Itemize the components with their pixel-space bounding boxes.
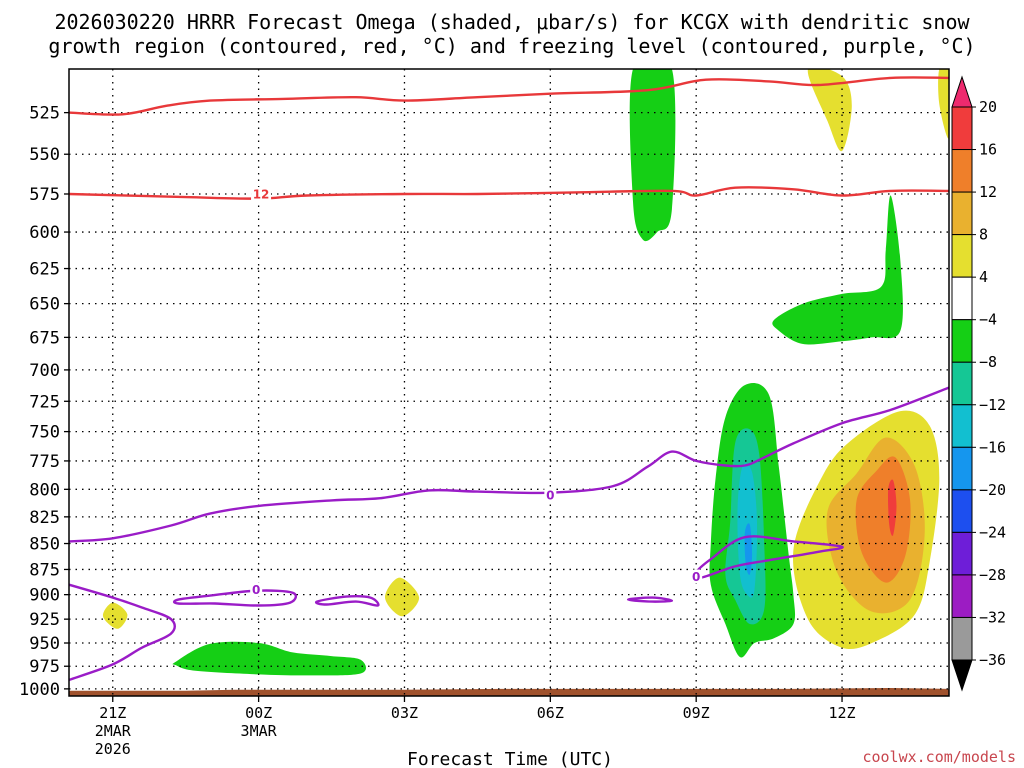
omega-region-negative-sfc — [172, 641, 366, 676]
ytick-label-850: 850 — [29, 535, 60, 555]
freezing-contour-warm-pocket-3 — [626, 596, 674, 603]
colorbar-swatch-1 — [951, 149, 973, 193]
ytick-label-950: 950 — [29, 634, 60, 654]
dgz-contour-upper — [69, 76, 949, 116]
xtick-label-00Z: 00Z — [245, 704, 272, 722]
freezing-contour-freezing-sfc — [69, 583, 176, 682]
ytick-label-800: 800 — [29, 480, 60, 500]
xtick-label-21Z: 21Z — [99, 704, 126, 722]
dgz-contour-lower — [69, 186, 949, 200]
colorbar-label-13: −36 — [979, 651, 1006, 669]
xtick-sub1-21Z: 2MAR — [95, 722, 132, 740]
contour-label-2: 0 — [546, 488, 554, 502]
x-axis-title: Forecast Time (UTC) — [407, 749, 613, 768]
ytick-label-975: 975 — [29, 657, 60, 677]
ytick-label-925: 925 — [29, 610, 60, 630]
ytick-label-900: 900 — [29, 586, 60, 606]
contour-label-3: 0 — [692, 570, 700, 584]
omega-region-negative-upper-column — [629, 69, 676, 242]
ytick-label-675: 675 — [29, 328, 60, 348]
ytick-label-625: 625 — [29, 260, 60, 280]
colorbar-swatch-12 — [951, 616, 973, 661]
xtick-label-03Z: 03Z — [391, 704, 418, 722]
contour-label-0: 12 — [253, 187, 270, 201]
site-credit: coolwx.com/models — [862, 748, 1016, 766]
colorbar-bottom-triangle — [951, 659, 973, 692]
omega-region-positive-right-16 — [887, 479, 897, 536]
colorbar-swatch-9 — [951, 489, 973, 533]
chart-title-line2: growth region (contoured, red, °C) and f… — [48, 34, 975, 58]
omega-region-positive-low-left — [102, 602, 128, 629]
contour-labels: 12 0 0 0 — [250, 186, 703, 597]
plot-frame — [68, 68, 950, 697]
colorbar-label-9: −20 — [979, 481, 1006, 499]
colorbar-label-10: −24 — [979, 523, 1006, 541]
ytick-label-550: 550 — [29, 145, 60, 165]
contour-label-1: 0 — [252, 583, 260, 597]
contour-label-bg-1 — [250, 582, 263, 597]
xtick-sub2-21Z: 2026 — [95, 740, 131, 758]
colorbar-swatch-6 — [951, 361, 973, 406]
ytick-label-700: 700 — [29, 361, 60, 381]
y-axis-ticks: 525 550 575 600 625 650 675 700 725 750 775 800 825 8… — [19, 104, 69, 700]
ytick-label-825: 825 — [29, 508, 60, 528]
colorbar-swatch-7 — [951, 404, 973, 448]
colorbar-label-11: −28 — [979, 566, 1006, 584]
colorbar-label-8: −16 — [979, 438, 1006, 456]
terrain-fill — [69, 688, 949, 696]
colorbar-label-3: 8 — [979, 226, 988, 244]
xtick-label-12Z: 12Z — [828, 704, 855, 722]
colorbar: 20 16 12 8 4 −4 −8 −12 −16 −20 −24 −28 −32 −36 — [951, 75, 1006, 692]
omega-shaded-regions — [102, 69, 949, 676]
ytick-label-750: 750 — [29, 423, 60, 443]
colorbar-swatch-11 — [951, 574, 973, 618]
colorbar-swatch-4 — [951, 276, 973, 321]
ytick-label-1000: 1000 — [19, 680, 60, 700]
colorbar-label-5: −4 — [979, 311, 997, 329]
contour-label-bg-2 — [544, 487, 557, 502]
chart-title-line1: 2026030220 HRRR Forecast Omega (shaded, … — [54, 10, 970, 34]
ytick-label-650: 650 — [29, 295, 60, 315]
colorbar-swatch-3 — [951, 234, 973, 278]
colorbar-swatch-0 — [951, 106, 973, 151]
colorbar-label-7: −12 — [979, 396, 1006, 414]
gridlines — [69, 69, 949, 696]
omega-region-negative-upper-right — [772, 195, 903, 345]
ytick-label-600: 600 — [29, 223, 60, 243]
colorbar-label-2: 12 — [979, 183, 997, 201]
terrain-layer — [69, 688, 949, 696]
colorbar-swatch-8 — [951, 446, 973, 491]
freezing-contour-freezing-main — [69, 386, 949, 543]
xtick-label-09Z: 09Z — [683, 704, 710, 722]
omega-region-positive-top-edge — [938, 69, 949, 139]
ytick-label-875: 875 — [29, 560, 60, 580]
ytick-label-725: 725 — [29, 392, 60, 412]
colorbar-swatch-2 — [951, 191, 973, 236]
colorbar-top-triangle — [951, 75, 973, 108]
omega-region-positive-low-mid — [384, 577, 420, 617]
ytick-label-775: 775 — [29, 452, 60, 472]
freezing-contour-warm-pocket-1 — [172, 589, 298, 607]
colorbar-label-4: 4 — [979, 268, 988, 286]
xtick-label-06Z: 06Z — [537, 704, 564, 722]
colorbar-label-12: −32 — [979, 608, 1006, 626]
colorbar-label-0: 20 — [979, 98, 997, 116]
xtick-sub1-00Z: 3MAR — [241, 722, 278, 740]
freezing-contour-warm-pocket-4 — [694, 535, 844, 579]
colorbar-swatch-5 — [951, 319, 973, 363]
omega-region-positive-upper-right — [807, 69, 852, 152]
contour-label-bg-0 — [251, 186, 272, 201]
colorbar-label-6: −8 — [979, 353, 997, 371]
omega-region-positive-right-12 — [855, 456, 911, 583]
ytick-label-525: 525 — [29, 104, 60, 124]
freezing-contour-warm-pocket-2 — [315, 595, 380, 607]
ytick-label-575: 575 — [29, 185, 60, 205]
colorbar-label-1: 16 — [979, 141, 997, 159]
contour-label-bg-3 — [690, 569, 703, 584]
colorbar-swatch-10 — [951, 531, 973, 576]
